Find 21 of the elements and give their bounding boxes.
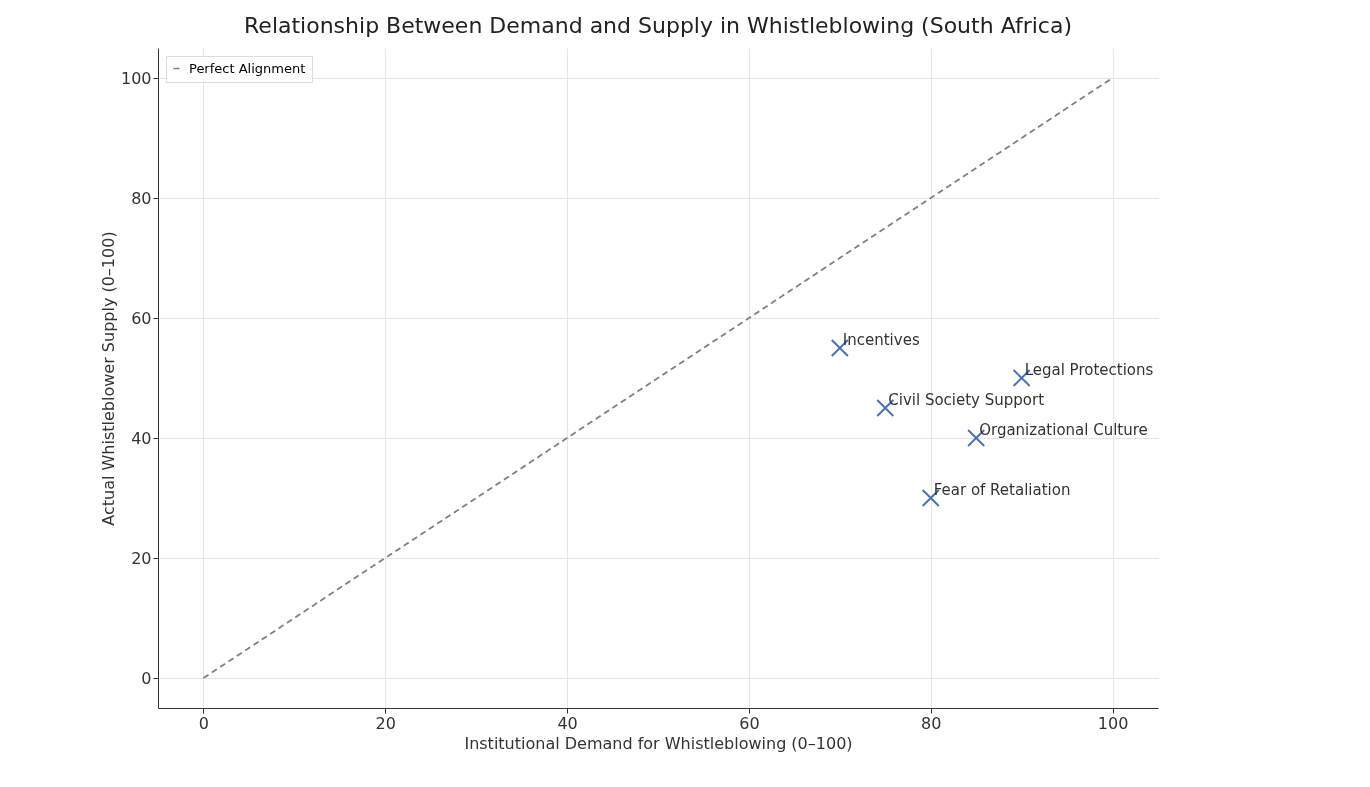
chart-title: Relationship Between Demand and Supply in Whistleblowing (South Africa) — [244, 13, 1072, 38]
x-tick-label: 40 — [557, 713, 578, 733]
y-tick-label: 40 — [131, 428, 152, 448]
annotation: Fear of Retaliation — [933, 481, 1071, 499]
annotation: Organizational Culture — [979, 421, 1148, 439]
y-tick-label: 80 — [131, 188, 152, 208]
x-tick-label: 0 — [198, 713, 210, 733]
annotation: Civil Society Support — [888, 391, 1045, 409]
y-tick-label: 20 — [131, 548, 152, 568]
x-tick-label: 100 — [1097, 713, 1129, 733]
x-axis-title: Institutional Demand for Whistleblowing (0–100) — [464, 733, 853, 753]
x-tick-label: 20 — [375, 713, 396, 733]
x-tick-label: 80 — [921, 713, 942, 733]
y-tick-label: 100 — [120, 68, 152, 88]
y-tick-label: 0 — [141, 668, 152, 688]
annotation: Legal Protections — [1024, 361, 1154, 379]
annotation: Incentives — [842, 331, 920, 349]
y-axis-title: Actual Whistleblower Supply (0–100) — [98, 231, 118, 526]
y-tick-label: 60 — [131, 308, 152, 328]
legend-label: Perfect Alignment — [189, 60, 306, 76]
x-tick-label: 60 — [739, 713, 760, 733]
